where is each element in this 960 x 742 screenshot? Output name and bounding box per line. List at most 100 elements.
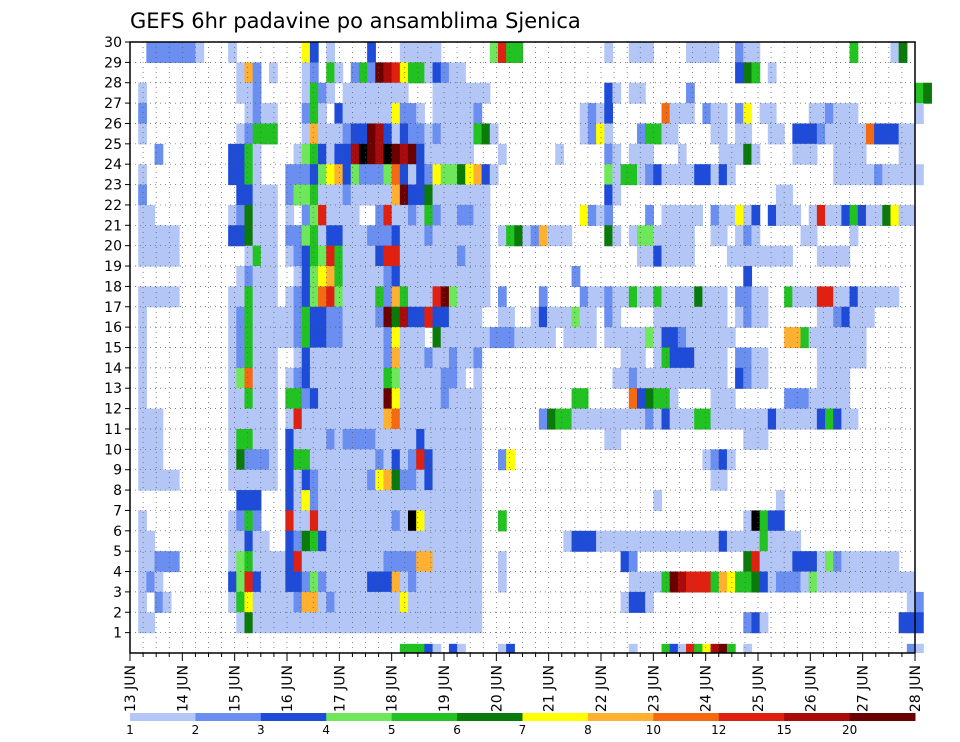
- precip-cell: [154, 143, 164, 165]
- precip-cell: [915, 103, 924, 125]
- precip-cell: [244, 266, 254, 287]
- precip-cell: [408, 591, 417, 613]
- precip-cell: [375, 571, 385, 593]
- precip-cell: [841, 286, 851, 308]
- precip-cell: [350, 306, 360, 328]
- precip-cell: [726, 530, 736, 552]
- precip-cell: [277, 306, 286, 328]
- precip-cell: [342, 591, 352, 613]
- precip-cell: [334, 266, 344, 287]
- precip-cell: [432, 286, 442, 308]
- precip-cell: [309, 449, 319, 471]
- precip-cell: [653, 286, 663, 308]
- precip-cell: [808, 571, 818, 593]
- precip-cell: [326, 225, 336, 247]
- precip-cell: [236, 591, 246, 613]
- precip-cell: [350, 490, 360, 512]
- precip-cell: [408, 643, 417, 654]
- precip-cell: [416, 428, 425, 450]
- precip-cell: [424, 184, 434, 206]
- legend-swatch: [522, 713, 589, 721]
- precip-cell: [318, 103, 327, 125]
- precip-cell: [563, 530, 573, 552]
- precip-cell: [375, 123, 385, 145]
- precip-cell: [301, 327, 311, 349]
- precip-cell: [743, 143, 753, 165]
- precip-cell: [726, 204, 736, 226]
- precip-cell: [735, 204, 744, 226]
- precip-cell: [432, 204, 442, 226]
- precip-cell: [138, 367, 147, 389]
- precip-cell: [694, 306, 703, 328]
- y-tick-label: 23: [104, 178, 122, 194]
- precip-cell: [718, 123, 728, 145]
- precip-cell: [833, 388, 843, 410]
- precip-cell: [138, 286, 147, 308]
- precip-cell: [555, 306, 564, 328]
- precip-cell: [833, 164, 843, 186]
- precip-cell: [620, 591, 630, 613]
- precip-cell: [694, 42, 703, 63]
- precip-cell: [473, 184, 483, 206]
- precip-cell: [571, 327, 581, 349]
- precip-cell: [653, 225, 663, 247]
- precip-cell: [604, 408, 614, 430]
- precip-cell: [293, 164, 303, 186]
- precip-cell: [367, 103, 376, 125]
- precip-cell: [661, 245, 671, 267]
- precip-cell: [481, 82, 491, 104]
- precip-cell: [661, 408, 671, 430]
- precip-cell: [358, 591, 368, 613]
- precip-cell: [326, 123, 336, 145]
- precip-cell: [309, 388, 319, 410]
- precip-cell: [301, 82, 311, 104]
- precip-cell: [686, 42, 695, 63]
- precip-cell: [865, 204, 875, 226]
- precip-cell: [841, 103, 851, 125]
- precip-cell: [702, 449, 712, 471]
- y-tick-label: 5: [113, 544, 122, 560]
- precip-cell: [645, 327, 654, 349]
- precip-cell: [448, 449, 458, 471]
- precip-cell: [138, 428, 147, 450]
- precip-cell: [440, 388, 450, 410]
- precip-cell: [497, 143, 507, 165]
- precip-cell: [448, 408, 458, 430]
- precip-cell: [260, 123, 270, 145]
- precip-cell: [628, 530, 638, 552]
- precip-cell: [432, 123, 442, 145]
- precip-cell: [497, 449, 507, 471]
- precip-cell: [228, 530, 237, 552]
- precip-cell: [457, 490, 466, 512]
- precip-cell: [326, 449, 336, 471]
- precip-cell: [399, 591, 409, 613]
- x-tick-label: 14 JUN: [175, 665, 191, 712]
- precip-cell: [318, 286, 327, 308]
- precip-cell: [285, 612, 295, 634]
- precip-cell: [138, 510, 147, 532]
- precip-cell: [620, 286, 630, 308]
- precip-cell: [620, 327, 630, 349]
- precip-cell: [277, 612, 286, 634]
- precip-cell: [473, 490, 483, 512]
- precip-cell: [587, 408, 597, 430]
- precip-cell: [849, 42, 859, 63]
- precip-cell: [334, 612, 344, 634]
- precip-cell: [448, 643, 458, 654]
- precip-cell: [391, 143, 401, 165]
- precip-cell: [497, 327, 507, 349]
- precip-cell: [179, 42, 188, 63]
- precip-cell: [342, 408, 352, 430]
- precip-cell: [309, 62, 319, 84]
- precip-cell: [383, 571, 393, 593]
- y-tick-label: 15: [104, 341, 122, 357]
- precip-cell: [301, 530, 311, 552]
- precip-cell: [334, 367, 344, 389]
- precip-cell: [849, 551, 859, 573]
- precip-cell: [457, 143, 466, 165]
- precip-cell: [661, 164, 671, 186]
- precip-cell: [285, 469, 295, 491]
- precip-cell: [636, 367, 646, 389]
- precip-cell: [342, 530, 352, 552]
- precip-cell: [579, 388, 589, 410]
